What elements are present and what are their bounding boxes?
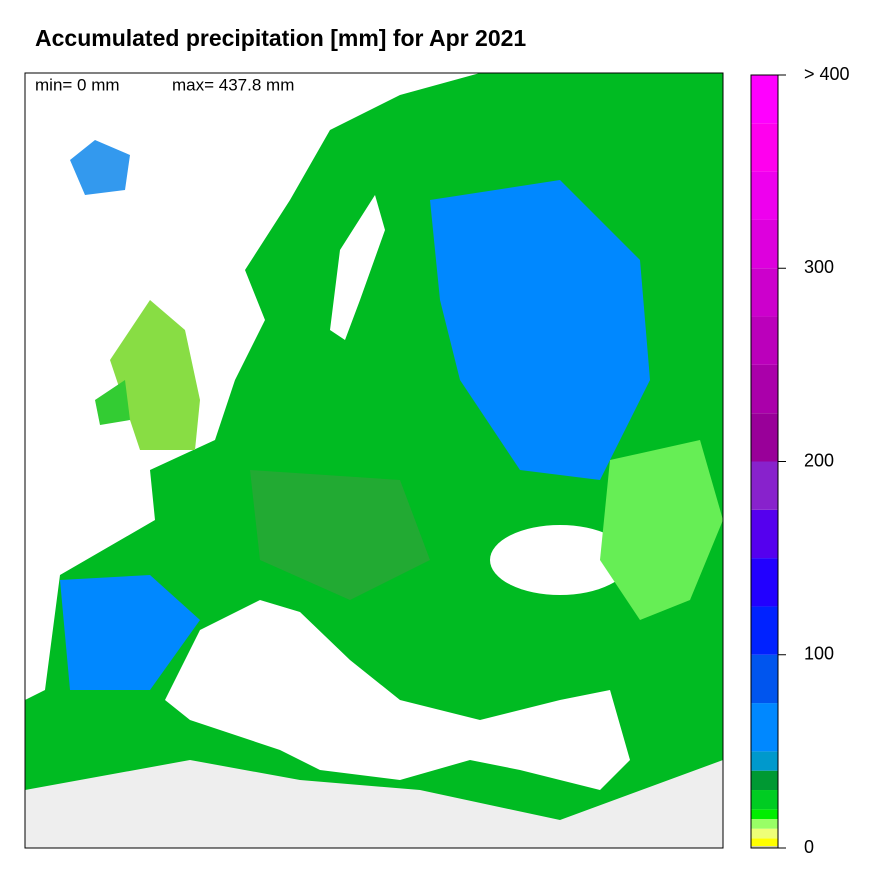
colorbar-bin	[751, 123, 778, 172]
colorbar-bin	[751, 364, 778, 414]
wet-area	[250, 470, 430, 600]
colorbar-tick-label: 100	[804, 644, 834, 664]
colorbar-bin	[751, 509, 778, 559]
island	[70, 140, 130, 195]
map	[24, 72, 724, 849]
colorbar-bin	[751, 790, 778, 810]
sea	[165, 600, 630, 790]
colorbar-tick-label: 300	[804, 257, 834, 277]
colorbar-bin	[751, 703, 778, 752]
colorbar-bin	[751, 751, 778, 771]
colorbar-bin	[751, 316, 778, 365]
colorbar-bin	[751, 809, 778, 820]
colorbar-bin	[751, 770, 778, 791]
island	[95, 380, 130, 425]
island	[110, 300, 200, 450]
colorbar-bin	[751, 558, 778, 607]
colorbar-bin	[751, 606, 778, 655]
sea	[330, 195, 385, 340]
colorbar-bin	[751, 654, 778, 704]
sea	[25, 73, 480, 700]
map-frame	[24, 72, 724, 849]
min-label: min= 0 mm	[35, 75, 120, 94]
colorbar-bin	[751, 413, 778, 462]
max-label: max= 437.8 mm	[172, 75, 294, 94]
colorbar-tick-label: 0	[804, 837, 814, 857]
colorbar-bin	[751, 75, 778, 124]
wet-area	[60, 575, 200, 690]
colorbar-bin	[751, 461, 778, 510]
colorbar-bin	[751, 268, 778, 317]
colorbar-bin	[751, 828, 778, 839]
title: Accumulated precipitation [mm] for Apr 2…	[35, 25, 526, 51]
wet-area	[430, 180, 650, 480]
desert	[25, 760, 723, 848]
colorbar-tick-label: > 400	[804, 64, 850, 84]
colorbar-bin	[751, 219, 778, 269]
sea	[490, 525, 630, 595]
dry-area	[600, 440, 723, 620]
colorbar-bin	[751, 838, 778, 847]
colorbar-bin	[751, 846, 778, 848]
colorbar-bin	[751, 819, 778, 829]
colorbar-bin	[751, 171, 778, 220]
colorbar-tick-label: 200	[804, 450, 834, 470]
